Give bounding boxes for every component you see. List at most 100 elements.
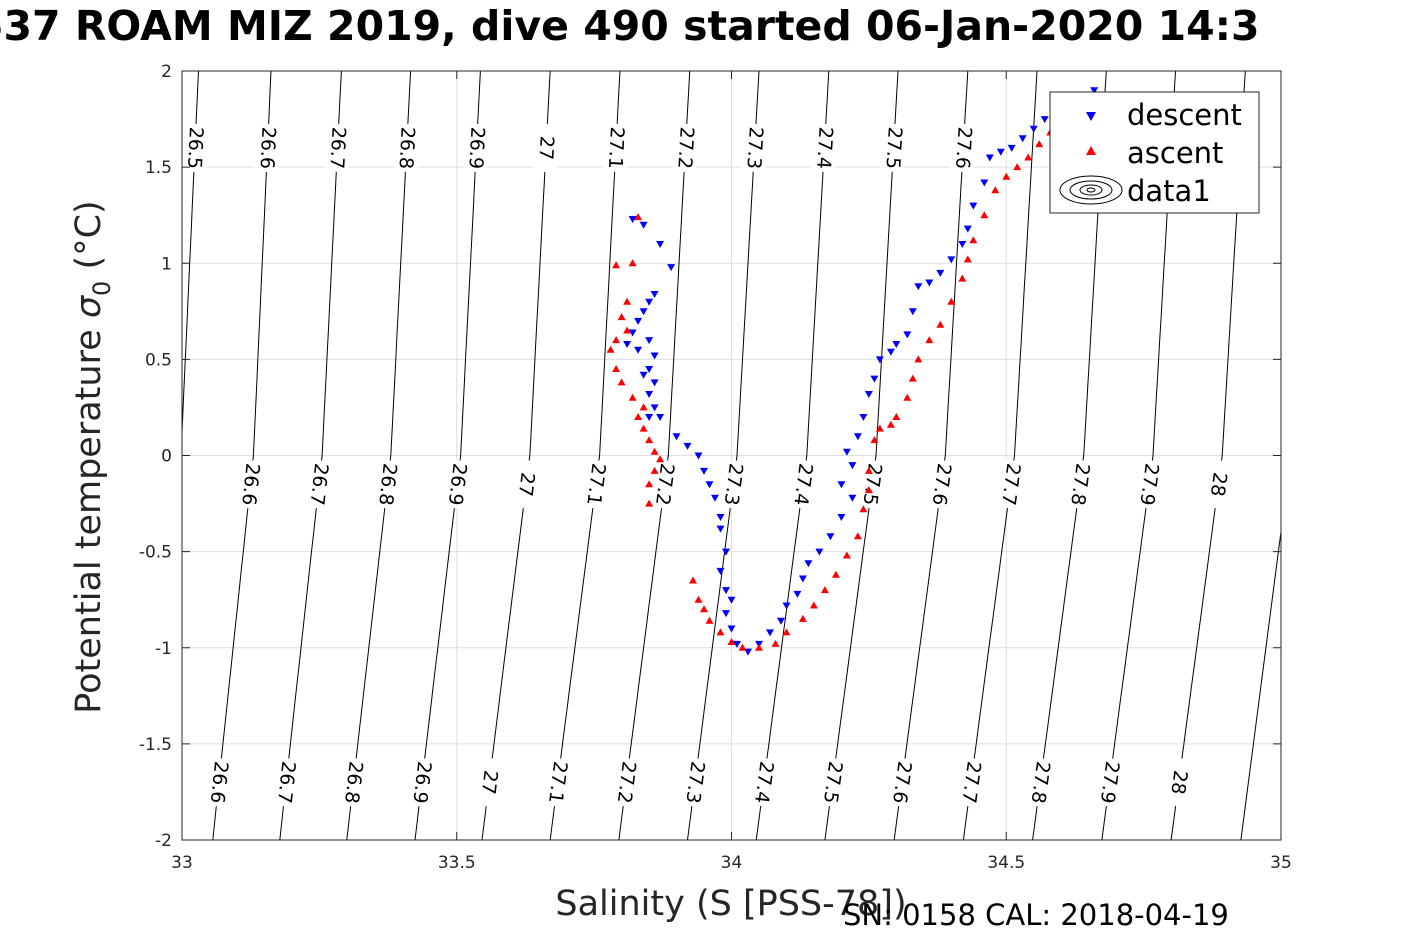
y-tick-label: -0.5 (139, 543, 172, 563)
contour-label-27: 27 (477, 769, 502, 796)
descent-point (826, 533, 835, 541)
ascent-point (612, 365, 621, 372)
legend-label-ascent: ascent (1127, 136, 1223, 170)
contour-label-gap (324, 123, 351, 173)
ascent-point (864, 486, 873, 494)
legend-marker-descent (1086, 112, 1096, 121)
ascent-point (645, 436, 654, 444)
descent-point (782, 602, 791, 610)
y-tick-label: -1 (155, 639, 172, 659)
isopycnal-27.5 (824, 71, 899, 840)
isopycnal-27.7 (962, 71, 1038, 840)
y-axis-label: Potential temperature σ0 (°C) (69, 200, 116, 713)
descent-point (985, 154, 994, 162)
ascent-point (1002, 172, 1011, 180)
contour-label-26.7: 26.7 (325, 126, 349, 169)
descent-point (908, 308, 917, 316)
ascent-point (617, 313, 626, 321)
contour-label-gap (271, 757, 301, 808)
legend-marker-data1 (1059, 175, 1123, 205)
contour-label-gap (748, 756, 779, 808)
y-tick-label: 0 (161, 447, 172, 467)
legend-marker-ascent (1086, 146, 1096, 155)
descent-point (683, 442, 692, 450)
isopycnal-26.5 (182, 71, 199, 443)
contour-label-gap (741, 123, 768, 173)
ascent-point (689, 576, 697, 584)
descent-point (886, 348, 895, 356)
ascent-point (831, 570, 840, 578)
contour-label-gap (995, 458, 1026, 510)
contour-label-26.5: 26.5 (183, 126, 207, 169)
ascent-point (628, 393, 637, 401)
descent-point (711, 494, 719, 502)
descent-point (722, 610, 730, 618)
x-tick-label: 34 (721, 853, 743, 873)
contour-label-gap (718, 459, 749, 510)
descent-point (645, 298, 654, 306)
contour-label-gap (532, 123, 560, 173)
descent-point (656, 241, 665, 248)
legend-label-data1: data1 (1127, 174, 1211, 208)
contour-label-27: 27 (514, 471, 539, 498)
contour-label-gap (338, 757, 369, 808)
y-tick-label: 1.5 (145, 158, 172, 178)
contour-label-gap (372, 459, 403, 510)
descent-point (1090, 87, 1099, 95)
descent-point (667, 264, 676, 272)
isopycnal-26.9 (414, 71, 481, 840)
descent-point (716, 514, 725, 521)
contour-label-gap (857, 458, 888, 510)
chart-title: 537 ROAM MIZ 2019, dive 490 started 06-J… (0, 2, 1260, 50)
contour-label-27.5: 27.5 (881, 126, 905, 170)
ascent-point (628, 259, 637, 267)
contour-label-27.2: 27.2 (673, 126, 697, 169)
ascent-point (612, 261, 621, 269)
descent-point (672, 433, 681, 441)
contour-label-gap (926, 458, 957, 510)
contour-label-28: 28 (1206, 471, 1231, 498)
descent-point (903, 331, 912, 339)
ascent-point (612, 336, 621, 344)
descent-point (925, 279, 934, 287)
contour-label-gap (949, 123, 977, 173)
ascent-point (853, 532, 862, 540)
descent-point (848, 462, 857, 470)
contour-label-gap (1203, 458, 1234, 510)
isopycnal-26.7 (279, 71, 342, 840)
contour-label-gap (955, 756, 987, 808)
contour-label-27.3: 27.3 (681, 760, 708, 805)
descent-point (650, 404, 659, 412)
contour-label-gap (1134, 458, 1165, 510)
ascent-point (755, 643, 763, 651)
descent-point (650, 379, 659, 387)
y-tick-label: 1 (161, 254, 172, 274)
isopycnal-27.2 (618, 71, 691, 840)
contour-label-27.4: 27.4 (750, 760, 777, 805)
descent-point (650, 352, 659, 360)
ascent-point (656, 455, 665, 463)
descent-point (875, 356, 884, 364)
contour-label-27.1: 27.1 (604, 126, 628, 169)
contour-label-gap (463, 123, 490, 173)
ascent-point (809, 601, 818, 609)
contour-label-gap (1094, 756, 1125, 808)
ascent-point (842, 551, 851, 559)
contour-label-gap (886, 756, 917, 808)
ascent-point (634, 213, 643, 221)
descent-point (947, 256, 956, 264)
ascent-point (892, 413, 901, 420)
isopycnal-27.6 (893, 71, 969, 840)
contour-label-gap (817, 756, 848, 808)
x-axis-label: Salinity (S [PSS-78]) (555, 884, 906, 924)
ascent-point (958, 274, 967, 282)
descent-point (842, 448, 851, 456)
contour-label-gap (407, 757, 437, 808)
contour-label-gap (1025, 756, 1056, 808)
contour-label-26.8: 26.8 (374, 462, 401, 507)
y-tick-label: 0.5 (145, 350, 172, 370)
descent-point (859, 414, 868, 421)
contour-label-27.3: 27.3 (720, 462, 747, 507)
descent-point (645, 366, 654, 373)
ascent-point (634, 413, 643, 420)
